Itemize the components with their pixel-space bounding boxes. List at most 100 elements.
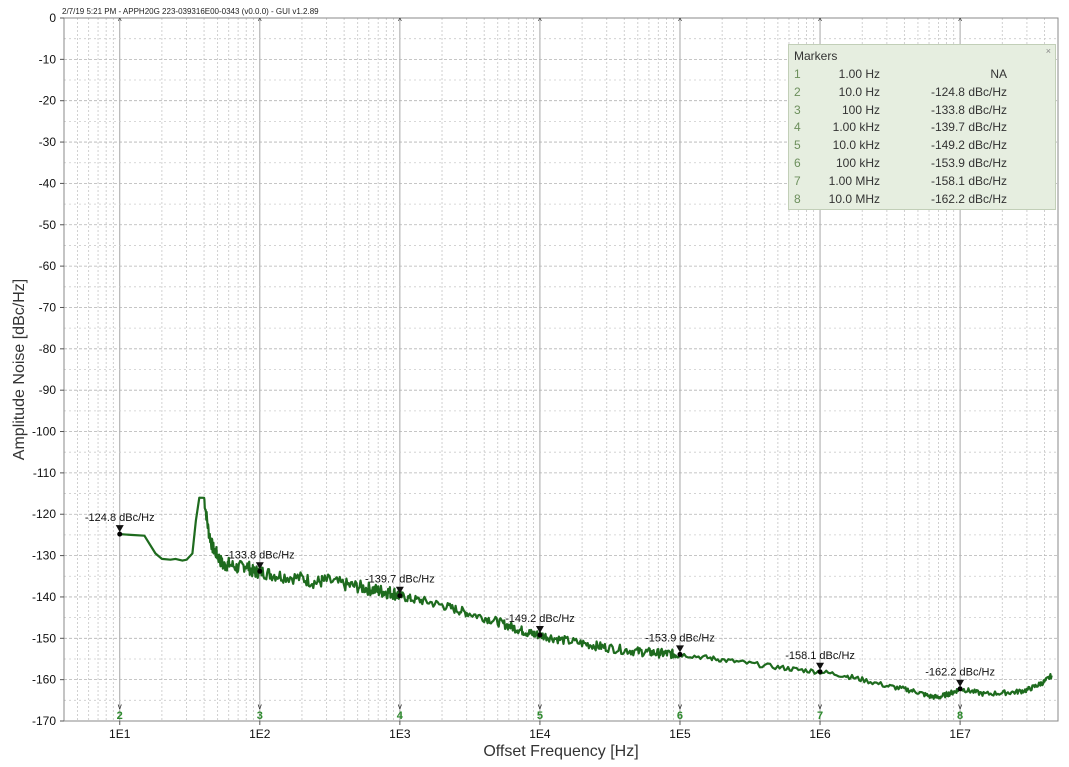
marker-point (677, 651, 683, 657)
marker-index: 4 (794, 120, 801, 135)
marker-value: -158.1 dBc/Hz (930, 173, 1007, 188)
marker-index: 6 (794, 155, 801, 170)
x-tick-label: 1E5 (669, 727, 691, 741)
markers-panel[interactable]: Markers × 1 1.00 Hz NA 2 10.0 Hz -124.8 dBc/… (788, 44, 1056, 210)
marker-point (817, 669, 823, 675)
marker-index: 3 (794, 102, 801, 117)
marker-frequency: 1.00 Hz (838, 67, 880, 81)
x-tick-label: 1E3 (389, 727, 411, 741)
x-tick-label: 1E4 (529, 727, 551, 741)
marker-row[interactable]: 1 1.00 Hz NA (789, 66, 1055, 84)
marker-triangle-icon (535, 625, 544, 633)
marker-top-caret-icon: ^ (678, 17, 682, 26)
marker-value: NA (990, 67, 1007, 81)
y-tick-label: -30 (39, 135, 57, 149)
y-tick-label: -100 (32, 425, 56, 439)
marker-frequency: 1.00 MHz (828, 173, 880, 188)
marker-bottom-caret-icon: v (258, 702, 262, 711)
marker-row[interactable]: 4 1.00 kHz -139.7 dBc/Hz (789, 119, 1055, 137)
y-tick-label: -10 (39, 52, 57, 66)
marker-index: 1 (794, 67, 801, 81)
marker-bottom-caret-icon: v (958, 702, 962, 711)
markers-table: 1 1.00 Hz NA 2 10.0 Hz -124.8 dBc/Hz 3 100 Hz… (789, 66, 1055, 208)
y-tick-label: -20 (39, 94, 57, 108)
marker-top-caret-icon: ^ (538, 17, 542, 26)
marker-index: 8 (794, 191, 801, 206)
marker-number: 4 (397, 710, 404, 722)
marker-row[interactable]: 2 10.0 Hz -124.8 dBc/Hz (789, 84, 1055, 102)
marker-value: -139.7 dBc/Hz (930, 120, 1007, 135)
x-axis-ticks: 1E1 1E2 1E3 1E4 1E5 1E6 1E7 (109, 721, 971, 741)
marker-index: 2 (794, 84, 801, 99)
y-tick-label: -110 (33, 466, 56, 480)
y-tick-label: -50 (39, 218, 57, 232)
header-info: 2/7/19 5:21 PM - APPH20G 223-039316E00-0… (62, 7, 319, 16)
marker-triangle-icon (255, 562, 264, 570)
y-tick-label: -140 (32, 590, 56, 604)
marker-label: -133.8 dBc/Hz (225, 549, 295, 561)
marker-bottom-caret-icon: v (538, 702, 542, 711)
marker-row[interactable]: 8 10.0 MHz -162.2 dBc/Hz (789, 191, 1055, 209)
marker-top-caret-icon: ^ (258, 17, 262, 26)
marker-frequency: 10.0 Hz (838, 84, 880, 99)
marker-top-caret-icon: ^ (118, 17, 122, 26)
marker-index: 5 (794, 138, 801, 153)
marker-top-caret-icon: ^ (398, 17, 402, 26)
marker-point (117, 531, 123, 537)
x-tick-label: 1E7 (949, 727, 971, 741)
marker-point (397, 593, 403, 599)
marker-triangle-icon (956, 679, 965, 687)
marker-point (957, 686, 963, 692)
marker-value: -153.9 dBc/Hz (930, 155, 1007, 170)
y-tick-label: -60 (39, 259, 57, 273)
marker-triangle-icon (115, 525, 124, 533)
marker-index: 7 (794, 173, 801, 188)
marker-frequency: 1.00 kHz (832, 120, 880, 135)
marker-number: 6 (677, 710, 683, 722)
y-tick-label: -120 (32, 507, 56, 521)
y-tick-label: -80 (39, 342, 57, 356)
marker-bottom-caret-icon: v (398, 702, 402, 711)
marker-label: -158.1 dBc/Hz (785, 650, 855, 662)
marker-frequency: 10.0 MHz (828, 191, 880, 206)
marker-number: 3 (257, 710, 263, 722)
marker-layer: -124.8 dBc/Hz^v2-133.8 dBc/Hz^v3-139.7 d… (85, 17, 995, 722)
marker-bottom-caret-icon: v (678, 702, 682, 711)
marker-value: -124.8 dBc/Hz (930, 84, 1007, 99)
y-tick-label: -130 (32, 549, 56, 563)
marker-row[interactable]: 3 100 Hz -133.8 dBc/Hz (789, 102, 1055, 120)
marker-bottom-caret-icon: v (118, 702, 122, 711)
marker-value: -149.2 dBc/Hz (930, 138, 1007, 153)
marker-label: -139.7 dBc/Hz (365, 574, 435, 586)
marker-label: -149.2 dBc/Hz (505, 613, 575, 625)
marker-number: 7 (817, 710, 823, 722)
marker-number: 2 (117, 710, 123, 722)
x-tick-label: 1E2 (249, 727, 271, 741)
marker-frequency: 100 Hz (841, 102, 880, 117)
series-line (119, 496, 1053, 700)
marker-frequency: 10.0 kHz (832, 138, 880, 153)
marker-top-caret-icon: ^ (818, 17, 822, 26)
y-tick-label: -160 (32, 673, 56, 687)
marker-point (537, 632, 543, 638)
marker-number: 5 (537, 710, 543, 722)
marker-row[interactable]: 7 1.00 MHz -158.1 dBc/Hz (789, 173, 1055, 191)
y-tick-label: -150 (32, 631, 56, 645)
y-tick-label: -40 (39, 176, 57, 190)
close-icon[interactable]: × (1045, 46, 1051, 56)
x-tick-label: 1E1 (109, 727, 131, 741)
y-axis-label: Amplitude Noise [dBc/Hz] (11, 279, 28, 460)
marker-row[interactable]: 5 10.0 kHz -149.2 dBc/Hz (789, 137, 1055, 155)
marker-frequency: 100 kHz (835, 155, 880, 170)
marker-triangle-icon (816, 662, 825, 670)
marker-row[interactable]: 6 100 kHz -153.9 dBc/Hz (789, 155, 1055, 173)
y-tick-label: -90 (39, 383, 57, 397)
plot-area[interactable] (63, 17, 1059, 722)
x-axis-label: Offset Frequency [Hz] (483, 743, 638, 760)
marker-triangle-icon (395, 586, 404, 594)
marker-point (257, 568, 263, 574)
y-axis-ticks: 0 -10 -20 -30 -40 -50 -60 -70 -80 -90 -100 -110 -120… (32, 11, 64, 728)
marker-label: -162.2 dBc/Hz (925, 667, 995, 679)
marker-label: -124.8 dBc/Hz (85, 512, 155, 524)
marker-value: -162.2 dBc/Hz (930, 191, 1007, 206)
